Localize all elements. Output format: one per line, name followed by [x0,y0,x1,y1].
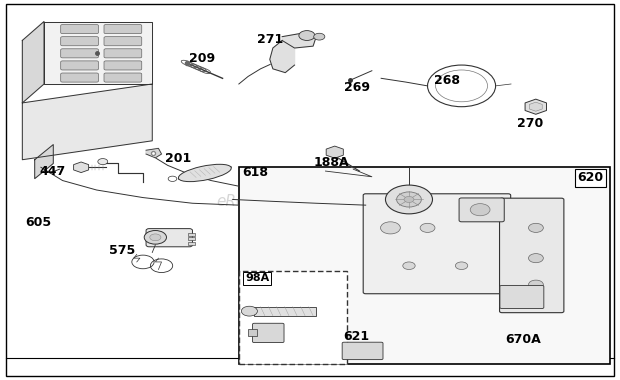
Text: 605: 605 [25,216,51,229]
Polygon shape [22,22,44,103]
FancyBboxPatch shape [500,285,544,309]
FancyBboxPatch shape [104,73,142,82]
FancyBboxPatch shape [104,36,142,46]
Circle shape [528,280,543,289]
Bar [239,271,347,364]
Polygon shape [44,22,153,84]
Circle shape [404,196,414,203]
FancyBboxPatch shape [363,194,511,294]
FancyBboxPatch shape [500,198,564,313]
Circle shape [150,234,161,241]
FancyBboxPatch shape [342,342,383,359]
Circle shape [470,204,490,216]
FancyBboxPatch shape [61,73,99,82]
Text: 271: 271 [257,33,284,46]
FancyBboxPatch shape [252,323,284,343]
Text: 268: 268 [434,74,459,87]
Circle shape [386,185,433,214]
FancyBboxPatch shape [61,25,99,34]
Polygon shape [270,40,294,73]
Bar [187,233,195,236]
Polygon shape [35,144,53,179]
FancyBboxPatch shape [104,25,142,34]
FancyBboxPatch shape [61,49,99,58]
Text: 618: 618 [242,166,268,179]
Circle shape [98,158,108,165]
Text: eReplacementParts.com: eReplacementParts.com [216,194,404,209]
Text: 201: 201 [165,152,191,165]
Circle shape [420,223,435,233]
Circle shape [455,262,467,269]
Circle shape [314,33,325,40]
Text: 188A: 188A [313,156,348,169]
Circle shape [381,222,401,234]
Polygon shape [282,33,316,48]
Text: 670A: 670A [505,333,541,346]
Text: 575: 575 [109,244,135,257]
Circle shape [528,253,543,263]
Text: 98A: 98A [245,273,269,283]
Text: 269: 269 [344,81,370,94]
Bar [187,242,195,245]
Bar [254,307,316,316]
Bar [239,167,610,364]
Circle shape [397,192,422,207]
FancyBboxPatch shape [104,61,142,70]
Bar [187,238,195,241]
Bar [248,329,257,336]
Circle shape [241,306,257,316]
Text: 209: 209 [189,52,216,65]
FancyBboxPatch shape [459,198,504,222]
Text: 270: 270 [517,117,544,130]
Circle shape [528,223,543,233]
Ellipse shape [179,164,231,182]
Text: 620: 620 [578,171,604,184]
FancyBboxPatch shape [104,49,142,58]
Polygon shape [146,148,162,158]
FancyBboxPatch shape [61,36,99,46]
Text: 621: 621 [343,330,369,343]
Circle shape [299,31,315,40]
FancyBboxPatch shape [61,61,99,70]
Text: 447: 447 [40,165,66,178]
Circle shape [403,262,415,269]
FancyBboxPatch shape [146,229,192,247]
Polygon shape [22,84,153,160]
Circle shape [144,231,167,244]
